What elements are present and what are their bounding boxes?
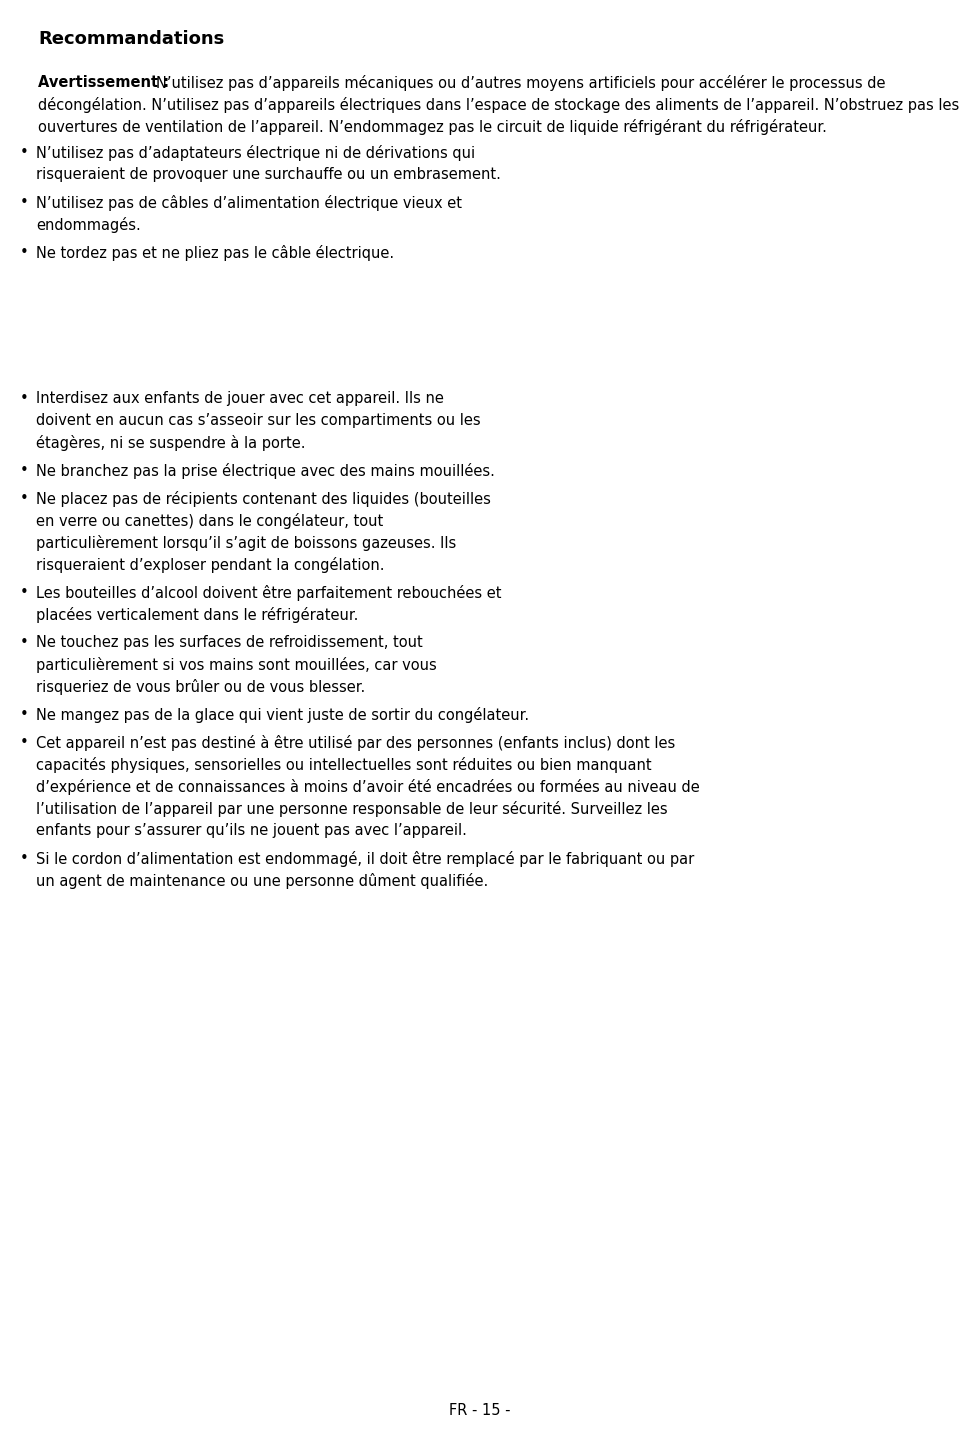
Text: Cet appareil n’est pas destiné à être utilisé par des personnes (enfants inclus): Cet appareil n’est pas destiné à être ut… xyxy=(36,736,675,751)
Text: capacités physiques, sensorielles ou intellectuelles sont réduites ou bien manqu: capacités physiques, sensorielles ou int… xyxy=(36,757,652,773)
Text: •: • xyxy=(20,195,29,210)
Text: N’utilisez pas de câbles d’alimentation électrique vieux et: N’utilisez pas de câbles d’alimentation … xyxy=(36,195,462,211)
Text: particulièrement si vos mains sont mouillées, car vous: particulièrement si vos mains sont mouil… xyxy=(36,657,437,673)
Text: en verre ou canettes) dans le congélateur, tout: en verre ou canettes) dans le congélateu… xyxy=(36,513,383,529)
Text: •: • xyxy=(20,736,29,750)
Text: un agent de maintenance ou une personne dûment qualifiée.: un agent de maintenance ou une personne … xyxy=(36,873,489,889)
Text: N’utilisez pas d’adaptateurs électrique ni de dérivations qui: N’utilisez pas d’adaptateurs électrique … xyxy=(36,144,475,160)
Text: •: • xyxy=(20,144,29,160)
Text: risqueriez de vous brûler ou de vous blesser.: risqueriez de vous brûler ou de vous ble… xyxy=(36,679,365,695)
Text: •: • xyxy=(20,585,29,600)
Text: •: • xyxy=(20,491,29,506)
Text: placées verticalement dans le réfrigérateur.: placées verticalement dans le réfrigérat… xyxy=(36,607,358,623)
Text: étagères, ni se suspendre à la porte.: étagères, ni se suspendre à la porte. xyxy=(36,435,305,451)
Text: •: • xyxy=(20,707,29,722)
Text: Si le cordon d’alimentation est endommagé, il doit être remplacé par le fabriqua: Si le cordon d’alimentation est endommag… xyxy=(36,851,694,867)
Text: d’expérience et de connaissances à moins d’avoir été encadrées ou formées au niv: d’expérience et de connaissances à moins… xyxy=(36,779,700,795)
Text: risqueraient de provoquer une surchauffe ou un embrasement.: risqueraient de provoquer une surchauffe… xyxy=(36,168,501,182)
Text: Recommandations: Recommandations xyxy=(38,30,225,48)
Text: Ne mangez pas de la glace qui vient juste de sortir du congélateur.: Ne mangez pas de la glace qui vient just… xyxy=(36,707,529,722)
Text: Ne touchez pas les surfaces de refroidissement, tout: Ne touchez pas les surfaces de refroidis… xyxy=(36,634,422,650)
Text: doivent en aucun cas s’asseoir sur les compartiments ou les: doivent en aucun cas s’asseoir sur les c… xyxy=(36,413,481,428)
Text: risqueraient d’exploser pendant la congélation.: risqueraient d’exploser pendant la congé… xyxy=(36,556,385,574)
Text: endommagés.: endommagés. xyxy=(36,217,141,233)
Text: •: • xyxy=(20,246,29,260)
Text: Ne placez pas de récipients contenant des liquides (bouteilles: Ne placez pas de récipients contenant de… xyxy=(36,491,491,507)
Text: ouvertures de ventilation de l’appareil. N’endommagez pas le circuit de liquide : ouvertures de ventilation de l’appareil.… xyxy=(38,118,827,134)
Text: particulièrement lorsqu’il s’agit de boissons gazeuses. Ils: particulièrement lorsqu’il s’agit de boi… xyxy=(36,535,456,551)
Text: Interdisez aux enfants de jouer avec cet appareil. Ils ne: Interdisez aux enfants de jouer avec cet… xyxy=(36,392,444,406)
Text: •: • xyxy=(20,851,29,866)
Text: Les bouteilles d’alcool doivent être parfaitement rebouchées et: Les bouteilles d’alcool doivent être par… xyxy=(36,585,501,601)
Text: Ne branchez pas la prise électrique avec des mains mouillées.: Ne branchez pas la prise électrique avec… xyxy=(36,462,494,478)
Text: Avertissement :: Avertissement : xyxy=(38,75,175,90)
Text: N’utilisez pas d’appareils mécaniques ou d’autres moyens artificiels pour accélé: N’utilisez pas d’appareils mécaniques ou… xyxy=(156,75,886,91)
Text: Ne tordez pas et ne pliez pas le câble électrique.: Ne tordez pas et ne pliez pas le câble é… xyxy=(36,246,395,262)
Text: FR - 15 -: FR - 15 - xyxy=(449,1403,511,1418)
Text: décongélation. N’utilisez pas d’appareils électriques dans l’espace de stockage : décongélation. N’utilisez pas d’appareil… xyxy=(38,97,959,113)
Text: l’utilisation de l’appareil par une personne responsable de leur sécurité. Surve: l’utilisation de l’appareil par une pers… xyxy=(36,801,667,816)
Text: •: • xyxy=(20,462,29,478)
Text: enfants pour s’assurer qu’ils ne jouent pas avec l’appareil.: enfants pour s’assurer qu’ils ne jouent … xyxy=(36,824,467,838)
Text: •: • xyxy=(20,634,29,650)
Text: •: • xyxy=(20,392,29,406)
